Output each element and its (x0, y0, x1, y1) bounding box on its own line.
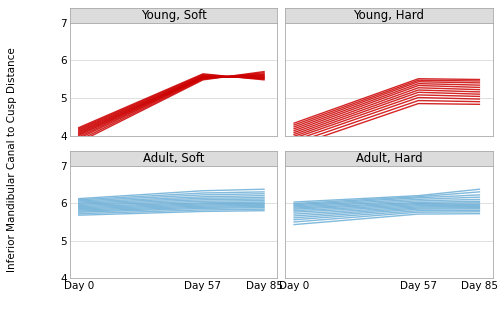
Text: Young, Soft: Young, Soft (140, 9, 206, 22)
Text: Adult, Hard: Adult, Hard (356, 152, 422, 165)
Text: Inferior Mandibular Canal to Cusp Distance: Inferior Mandibular Canal to Cusp Distan… (8, 48, 18, 272)
Text: Young, Hard: Young, Hard (354, 9, 424, 22)
Text: Adult, Soft: Adult, Soft (143, 152, 204, 165)
